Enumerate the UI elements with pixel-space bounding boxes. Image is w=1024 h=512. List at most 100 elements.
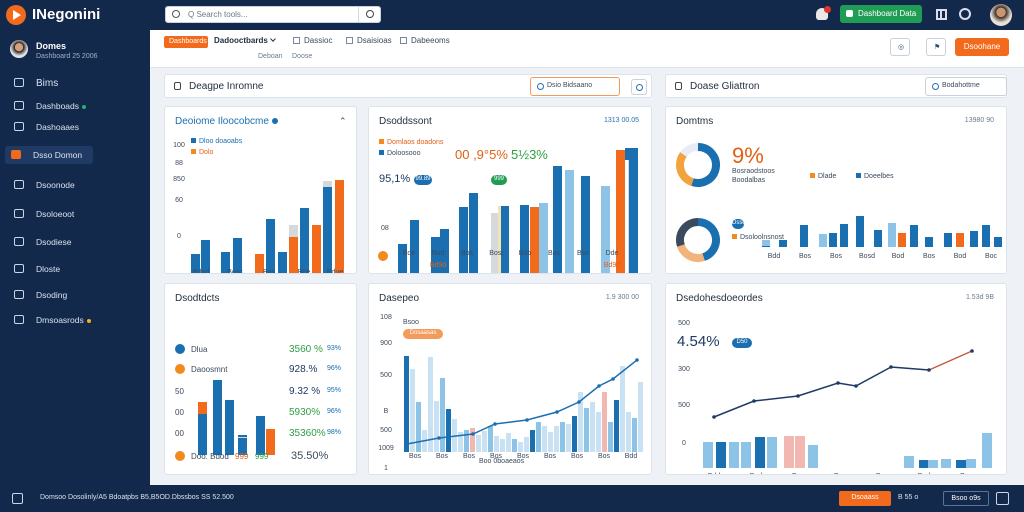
- donut-segment: [676, 218, 699, 247]
- sidebar-item-label: Dsso Domon: [33, 150, 83, 160]
- x-tick-label: Bdod: [193, 269, 209, 274]
- bar: [616, 150, 625, 273]
- sidebar-item-favorites[interactable]: Dsoloeoot: [8, 205, 142, 223]
- bar: [440, 378, 445, 452]
- card-title: Dsedohesdoeordes: [676, 293, 763, 304]
- x-sub-label: Bd9d: [604, 262, 620, 269]
- sidebar-item-grid[interactable]: Dsodiese: [8, 233, 142, 251]
- line-badge: D50: [732, 338, 752, 348]
- bar: [596, 412, 601, 452]
- bar: [191, 254, 200, 273]
- search-input[interactable]: Q Search tools...: [165, 6, 381, 23]
- left-panel-button[interactable]: Dsio Bidsaano: [530, 77, 620, 96]
- tab-menu[interactable]: Dadooctbards: [214, 36, 276, 48]
- axis-tick: 08: [381, 225, 389, 232]
- user-avatar[interactable]: [990, 4, 1012, 26]
- bar: [741, 442, 751, 468]
- primary-action-button[interactable]: Dsoohane: [955, 38, 1009, 56]
- bar: [590, 402, 595, 452]
- sidebar-item-active[interactable]: Dsso Domon: [5, 146, 93, 164]
- dashboard-data-button[interactable]: Dashboard Data: [840, 5, 922, 23]
- filter-icon: ◎: [898, 44, 905, 51]
- help-icon[interactable]: [959, 8, 971, 20]
- sidebar-item-search[interactable]: Dsoonode: [8, 176, 142, 194]
- metric-b: 5½3%: [511, 147, 548, 162]
- bar: [994, 237, 1002, 247]
- sales-bar-chart: Boe Bod Bos Bosi Bob Bos Bse Dde Bd9d Bd9d: [398, 148, 638, 273]
- chevron-up-icon[interactable]: ⌃: [339, 116, 347, 126]
- tab-b[interactable]: Dsaisioas: [346, 36, 392, 48]
- notification-icon[interactable]: [816, 6, 831, 20]
- search-button[interactable]: [358, 7, 380, 22]
- profile-avatar[interactable]: [10, 40, 28, 58]
- sidebar-item-reports[interactable]: Dmsoasrods: [8, 311, 142, 329]
- bar: [625, 148, 630, 160]
- bar: [762, 240, 770, 247]
- y-tick-label: 1: [384, 465, 388, 472]
- settings-icon[interactable]: [631, 79, 647, 95]
- donut2-badge: Dsso: [732, 219, 746, 229]
- star-icon: [14, 209, 24, 218]
- footer-status: B 55 o: [898, 494, 919, 501]
- bar: [410, 220, 419, 273]
- line-point: [970, 349, 974, 353]
- dashboard-icon: [14, 101, 24, 110]
- x-tick-label: Bos: [436, 453, 449, 460]
- sidebar-item-users[interactable]: Dloste: [8, 260, 142, 278]
- message-icon[interactable]: [12, 493, 23, 504]
- legend-swatch: [810, 173, 815, 178]
- bar: [966, 459, 976, 468]
- sidebar-item-label: Dashboads: [36, 101, 87, 111]
- apps-grid-icon[interactable]: [936, 9, 947, 20]
- footer-secondary-button[interactable]: Bsoo o9s: [943, 491, 989, 506]
- subtab-a[interactable]: Deboan: [258, 53, 283, 60]
- subtab-b[interactable]: Doose: [292, 53, 313, 60]
- status-dot: [86, 318, 91, 323]
- x-tick-label: Bob: [519, 250, 532, 257]
- line-point: [712, 415, 716, 419]
- sidebar-item-dashboards[interactable]: Dashboads: [8, 97, 142, 115]
- legend-a: Dlade: [810, 173, 836, 180]
- tab-a[interactable]: Dassioc: [293, 36, 332, 48]
- card-meta: 1313 00.05: [603, 117, 639, 124]
- bar: [888, 223, 896, 247]
- y-tick-label: 108: [380, 314, 392, 321]
- metric-row-label: 50: [175, 387, 184, 396]
- bar: [755, 437, 765, 468]
- inbox-icon: [14, 122, 24, 131]
- bar: [213, 380, 222, 455]
- bar: [608, 422, 613, 452]
- y-tick-label: 900: [380, 340, 392, 347]
- filter-button[interactable]: ◎: [890, 38, 910, 56]
- sidebar-item-home[interactable]: Bims: [8, 74, 142, 92]
- tab-c[interactable]: Dabeeoms: [400, 36, 450, 48]
- y-tick-label: 300: [678, 366, 690, 373]
- expand-icon[interactable]: [996, 492, 1009, 505]
- donut2-legend-text: Dsoloolnsnost: [740, 234, 784, 241]
- x-tick-label: Bosd: [859, 253, 875, 260]
- metrics-bar-chart: [198, 380, 275, 455]
- line-bar-chart: 500 300 500 0 Bdd Bed Bes Bos Bos Bod Bss: [678, 320, 992, 474]
- x-tick-label: Dde: [606, 250, 619, 257]
- status-dot: [82, 104, 87, 109]
- right-panel-button[interactable]: Bodahottme: [925, 77, 1007, 96]
- bar: [620, 366, 625, 452]
- bottom-value-c: 35.50%: [291, 450, 329, 462]
- sidebar-item-settings[interactable]: Dsoding: [8, 286, 142, 304]
- bar: [506, 433, 511, 452]
- legend-b-text: Dolo: [199, 149, 214, 156]
- sidebar-item-inbox[interactable]: Dashoaaes: [8, 118, 142, 136]
- tab-b-label: Dsaisioas: [357, 36, 392, 45]
- metric-row-value: 35360%: [289, 428, 326, 439]
- bar: [518, 442, 523, 452]
- card-sales-chart: Boe Bod Bos Bosi Bob Bos Bse Dde Bd9d Bd9d Dsodds…: [368, 106, 652, 274]
- metric-row-value: 5930%: [289, 407, 321, 418]
- line-point: [597, 384, 601, 388]
- bar: [323, 187, 332, 273]
- card-meta: 1.9 300 00: [605, 294, 639, 301]
- bar: [225, 400, 234, 455]
- bar: [553, 166, 562, 273]
- tab-dashboards[interactable]: Dashboards: [164, 36, 208, 48]
- flag-button[interactable]: ⚑: [926, 38, 946, 56]
- footer-action-button[interactable]: Dsoaass: [839, 491, 891, 506]
